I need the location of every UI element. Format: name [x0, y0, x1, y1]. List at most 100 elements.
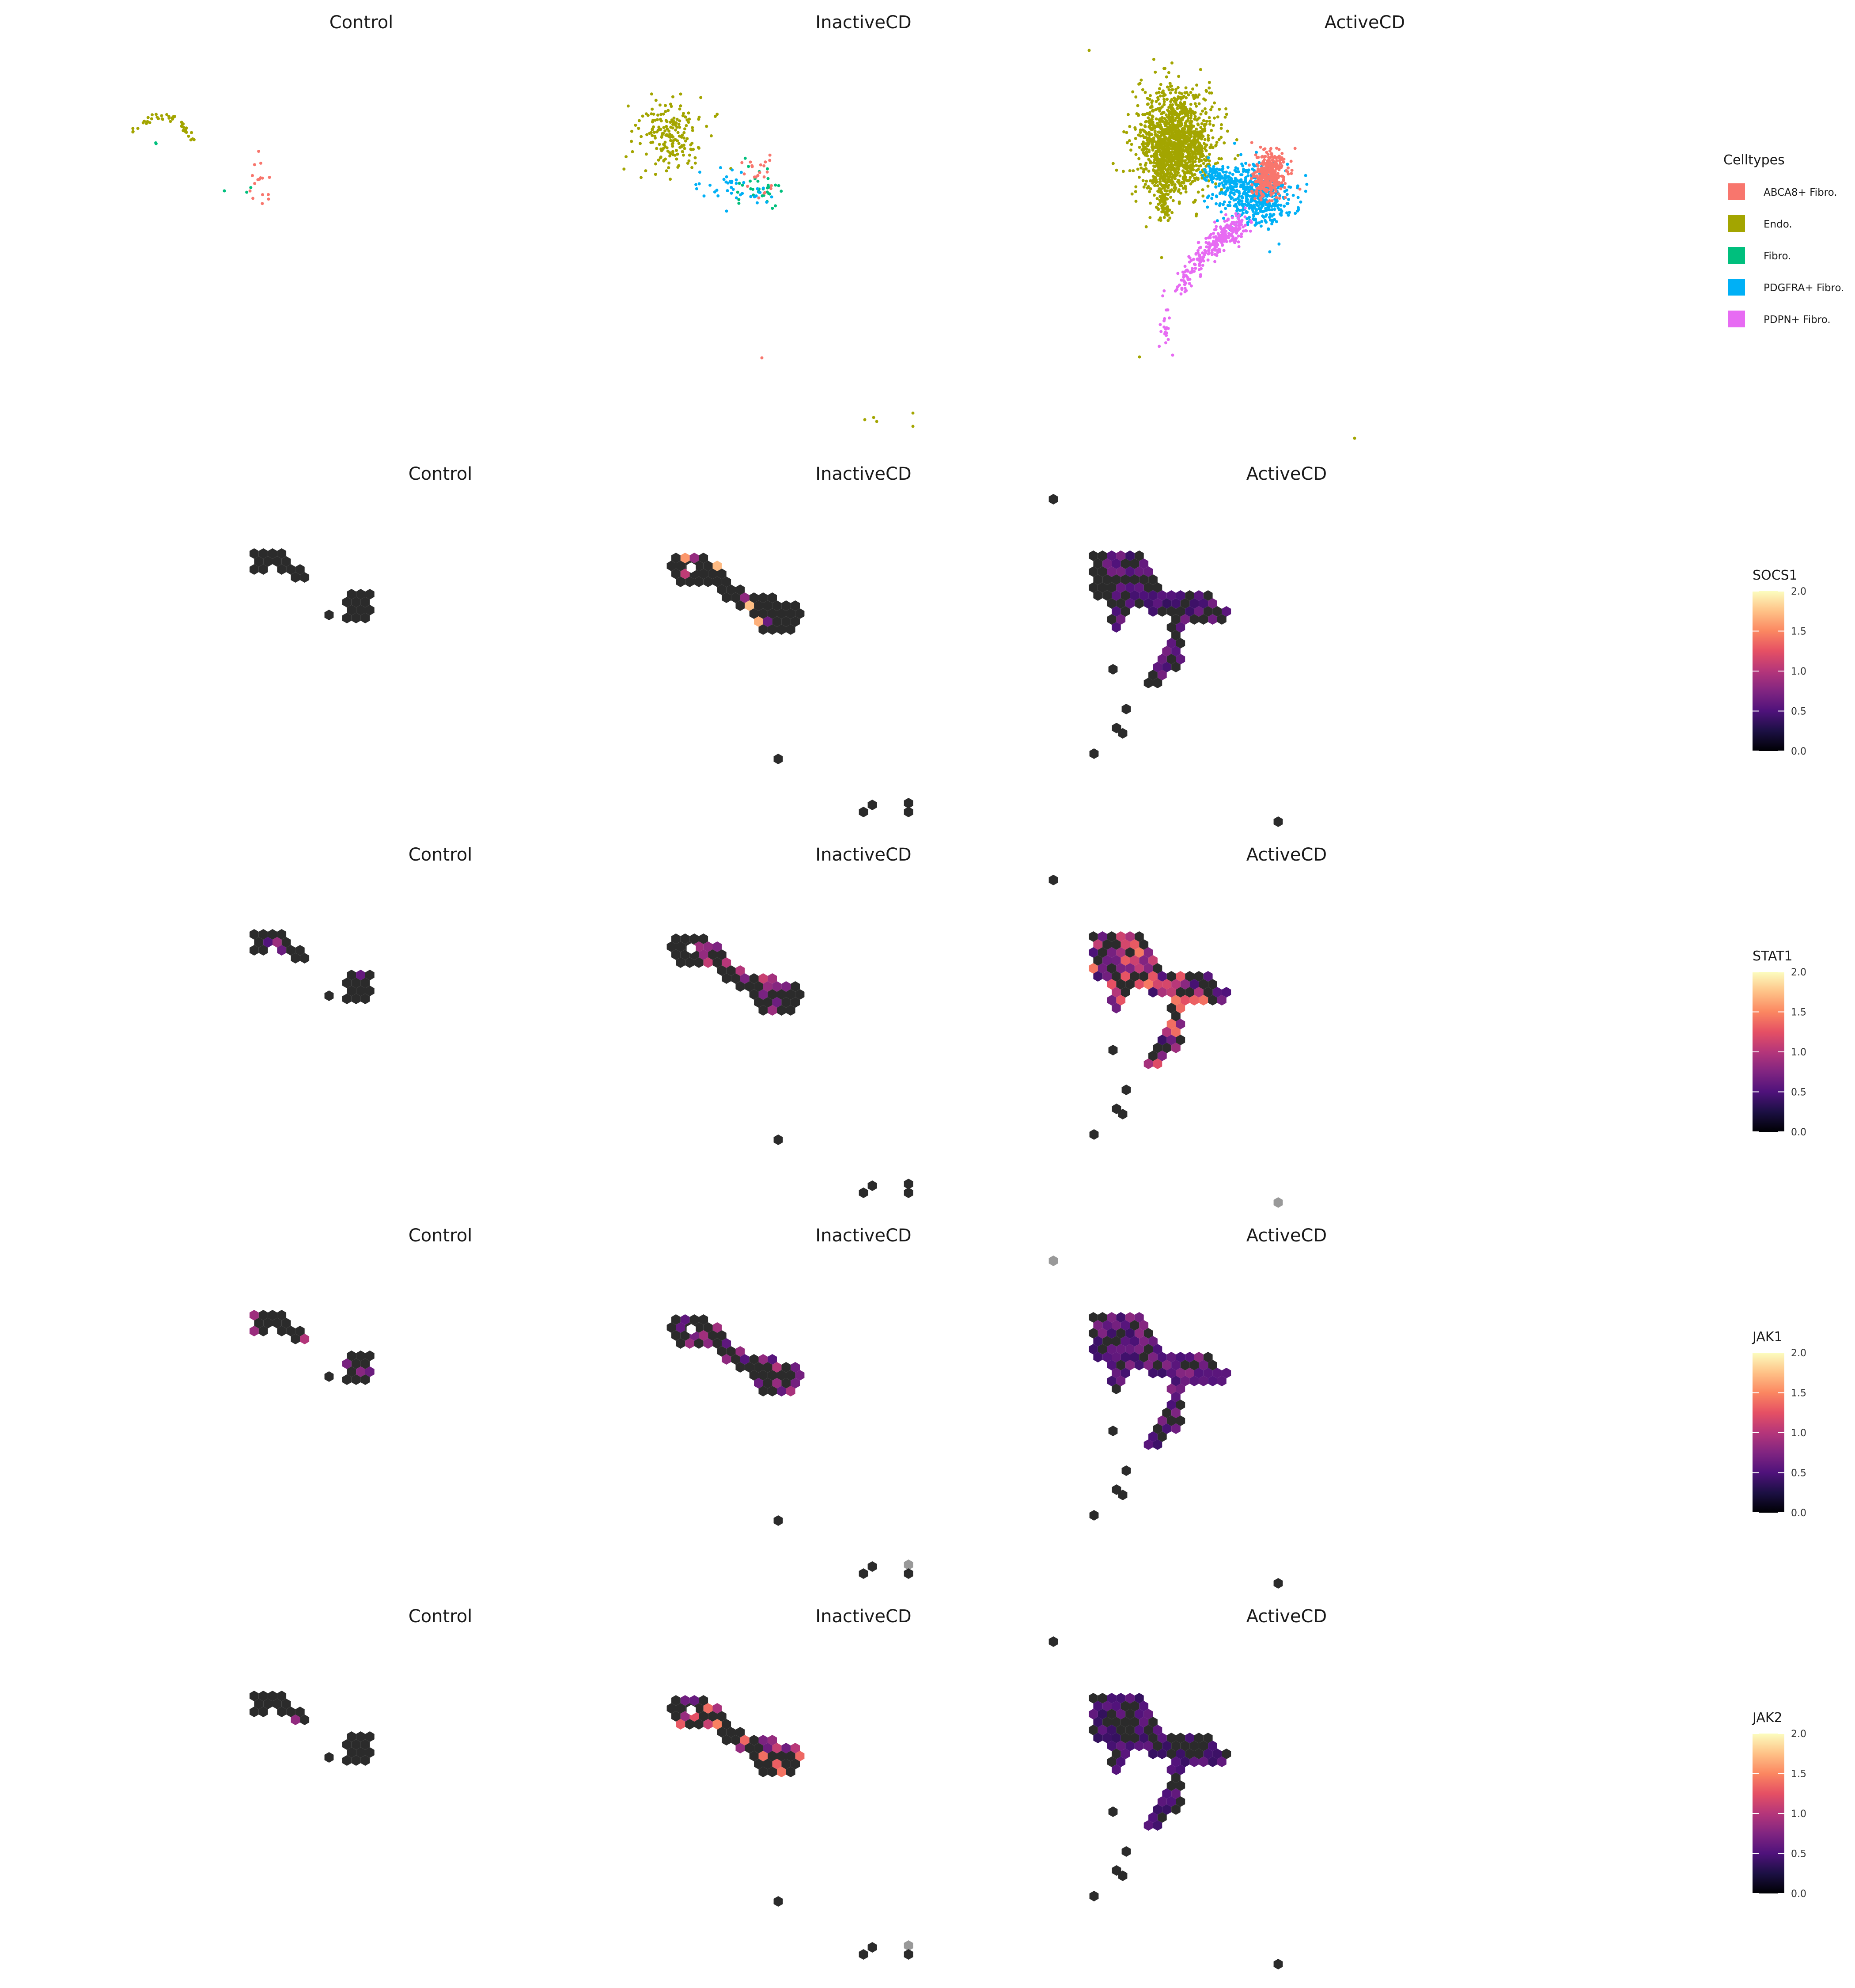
hex-bin	[1166, 638, 1176, 649]
cell-point-endo	[1148, 98, 1151, 101]
hex-bin	[1139, 955, 1149, 966]
hex-bin	[254, 937, 264, 948]
cell-point-endo	[1196, 167, 1200, 171]
cell-point-pdgfra	[1238, 209, 1242, 212]
cell-point-endo	[657, 158, 660, 162]
cell-point-pdgfra	[1305, 182, 1309, 186]
cell-point-pdgfra	[708, 183, 712, 187]
panel-title-inactivecd: InactiveCD	[815, 464, 911, 484]
hex-bin	[703, 1719, 713, 1730]
cell-point-fibro	[245, 190, 249, 194]
cell-point-pdpn	[1206, 242, 1210, 245]
cell-point-endo	[1196, 176, 1200, 180]
hex-bin	[1153, 1360, 1162, 1370]
hex-bin	[1116, 931, 1126, 942]
cell-point-pdpn	[1198, 264, 1201, 267]
cell-point-endo	[1182, 145, 1186, 148]
cell-point-pdpn	[1225, 235, 1229, 238]
hex-bin	[342, 613, 352, 623]
cell-point-endo	[1152, 161, 1156, 164]
cell-point-endo	[676, 152, 679, 156]
cell-point-pdgfra	[1269, 218, 1272, 222]
cell-point-pdgfra	[1215, 202, 1218, 205]
cell-point-abca8	[1258, 175, 1261, 179]
hex-bin	[1180, 995, 1190, 1005]
cell-point-endo	[1206, 184, 1210, 188]
hex-bin	[1176, 1384, 1185, 1394]
cell-point-pdpn	[1158, 345, 1161, 348]
cell-point-endo	[1194, 214, 1198, 218]
cell-point-endo	[634, 124, 637, 127]
cell-point-pdgfra	[755, 201, 759, 205]
cell-point-pdgfra	[1209, 176, 1212, 179]
cell-point-pdgfra	[1259, 209, 1262, 212]
cell-point-pdpn	[1250, 220, 1253, 224]
cell-point-pdgfra	[1280, 185, 1284, 188]
cell-point-pdgfra	[1276, 186, 1280, 190]
cell-point-endo	[1189, 176, 1192, 179]
cell-point-fibro	[774, 204, 777, 208]
cell-point-pdgfra	[1295, 186, 1299, 190]
cell-point-endo	[1208, 81, 1211, 84]
hex-bin	[689, 933, 699, 944]
cell-point-pdgfra	[1203, 199, 1206, 203]
cell-point-endo	[1151, 181, 1155, 185]
hex-bin	[1116, 566, 1126, 577]
cell-point-abca8	[1287, 166, 1290, 170]
cell-point-endo	[678, 125, 681, 129]
cell-point-abca8	[1254, 153, 1257, 157]
cell-point-pdpn	[1196, 249, 1200, 252]
cell-point-pdgfra	[1267, 228, 1270, 231]
cell-point-endo	[625, 155, 628, 159]
cell-point-pdgfra	[1254, 218, 1257, 222]
cell-point-endo	[1147, 148, 1151, 152]
hex-bin	[1189, 614, 1199, 625]
cell-point-endo	[1134, 153, 1138, 156]
hex-bin	[735, 584, 745, 595]
cell-point-endo	[657, 128, 661, 132]
cell-point-endo	[1185, 108, 1189, 111]
cell-point-endo	[1134, 190, 1137, 193]
cell-point-endo	[1193, 102, 1197, 106]
hex-bin	[773, 1896, 783, 1907]
cell-point-abca8	[1289, 159, 1293, 163]
colorbar-tick-label: 0.5	[1791, 706, 1806, 717]
hex-bin	[1194, 971, 1204, 982]
cell-point-endo	[1194, 157, 1198, 160]
hex-bin	[791, 1362, 800, 1373]
cell-point-abca8	[248, 189, 252, 193]
hex-bin	[1134, 1693, 1144, 1703]
hex-bin	[1157, 590, 1167, 601]
cell-point-pdgfra	[1232, 188, 1235, 192]
hex-bin	[1130, 1320, 1140, 1331]
hex-bin	[1148, 987, 1158, 998]
hex-bin	[689, 553, 699, 563]
cell-point-endo	[1189, 146, 1193, 149]
hex-bin	[1121, 1336, 1130, 1347]
cell-point-endo	[167, 116, 171, 120]
cell-point-endo	[659, 113, 663, 116]
cell-point-endo	[689, 143, 693, 147]
hex-bin	[291, 1715, 300, 1725]
cell-point-pdgfra	[1254, 222, 1258, 226]
cell-point-endo	[1182, 140, 1185, 144]
cell-point-pdpn	[1237, 234, 1240, 238]
hex-bin	[1153, 1423, 1162, 1434]
cell-point-pdpn	[1191, 267, 1194, 270]
hex-bin	[1203, 606, 1213, 617]
hex-bin	[1180, 598, 1190, 609]
hex-bin	[273, 556, 282, 567]
cell-point-endo	[681, 150, 684, 153]
hex-bin	[1121, 1846, 1131, 1857]
hex-bin	[703, 561, 713, 571]
cell-point-endo	[1166, 197, 1169, 201]
cell-point-abca8	[770, 184, 773, 187]
cell-point-endo	[1183, 135, 1186, 139]
hex-bin	[904, 807, 913, 817]
cell-point-abca8	[1261, 183, 1265, 187]
cell-point-abca8	[251, 197, 255, 200]
cell-point-endo	[1201, 188, 1204, 192]
cell-point-endo	[1177, 95, 1180, 99]
cell-point-endo	[1150, 101, 1154, 104]
